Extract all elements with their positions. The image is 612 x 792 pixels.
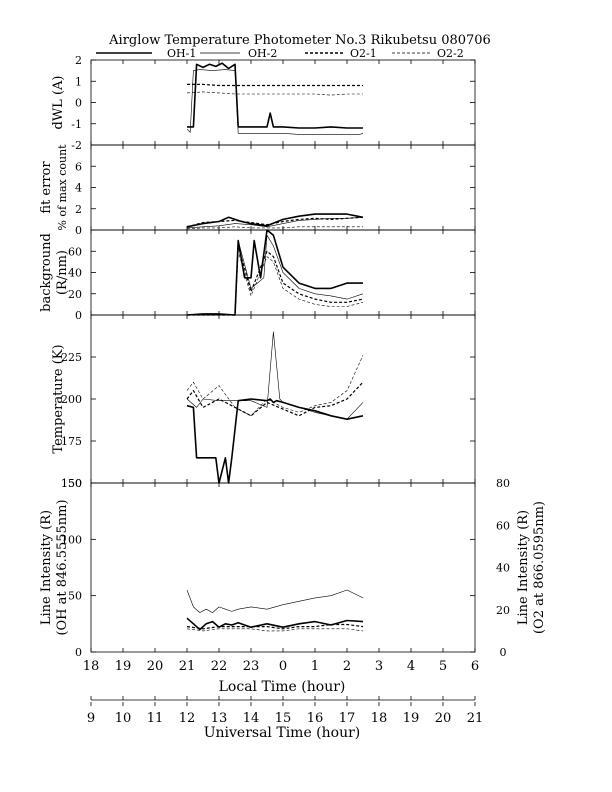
y-tick-label: 40 bbox=[68, 267, 82, 280]
local-tick-label: 6 bbox=[471, 659, 479, 674]
y2-tick-label: 40 bbox=[496, 562, 510, 575]
y-axis-label: Line Intensity (R) bbox=[39, 510, 54, 625]
panel-temperature: 225 200 175 150 Temperature (K) bbox=[51, 314, 476, 490]
legend: OH-1 OH-2 O2-1 O2-2 bbox=[96, 47, 464, 60]
y2-tick-label: 60 bbox=[496, 519, 510, 532]
local-tick-label: 3 bbox=[375, 659, 383, 674]
y-tick-label: 2 bbox=[75, 203, 82, 216]
ut-tick-label: 20 bbox=[435, 711, 452, 726]
series-o22-line bbox=[186, 628, 364, 632]
series-o21-line bbox=[186, 623, 364, 630]
y-tick-label: 0 bbox=[75, 646, 82, 659]
local-tick-label: 19 bbox=[115, 659, 132, 674]
series-o22-line bbox=[186, 226, 363, 230]
series-oh1-line bbox=[186, 617, 364, 631]
y-tick-label: -2 bbox=[71, 139, 82, 152]
y-tick-label: 100 bbox=[61, 533, 82, 546]
local-tick-label: 20 bbox=[147, 659, 164, 674]
series-o22-line bbox=[186, 91, 363, 96]
y-tick-label: 50 bbox=[68, 590, 82, 603]
y-axis-label-2: (OH at 846.5555nm) bbox=[55, 499, 70, 635]
y2-tick-label: 0 bbox=[500, 646, 507, 659]
y-axis-label-2: (R/nm) bbox=[55, 250, 70, 295]
y-tick-label: 1 bbox=[75, 75, 82, 88]
series-o21-line bbox=[187, 245, 364, 316]
y-tick-label: 200 bbox=[61, 393, 82, 406]
series-oh1-line bbox=[186, 213, 364, 228]
panel-frame bbox=[90, 59, 476, 146]
y-tick-label: 60 bbox=[68, 245, 82, 258]
series-o22-line bbox=[186, 355, 364, 417]
ut-tick-label: 19 bbox=[403, 711, 420, 726]
y-tick-label: -1 bbox=[71, 118, 82, 131]
local-tick-label: 21 bbox=[179, 659, 196, 674]
y-axis-label: fit error bbox=[39, 161, 54, 214]
ut-tick-label: 17 bbox=[339, 711, 356, 726]
y2-tick-label: 80 bbox=[496, 477, 510, 490]
y-axis-label-2: % of max count bbox=[56, 144, 69, 231]
panel-frame bbox=[90, 144, 476, 231]
series-oh2-line bbox=[187, 235, 364, 316]
y-tick-label: 150 bbox=[61, 477, 82, 490]
series-o22-line bbox=[187, 251, 364, 316]
local-time-label: Local Time (hour) bbox=[219, 679, 346, 695]
series-oh2-line bbox=[186, 69, 364, 135]
ut-tick-label: 15 bbox=[275, 711, 292, 726]
local-tick-label: 2 bbox=[343, 659, 351, 674]
y-axis-label: background bbox=[39, 233, 54, 312]
local-tick-label: 23 bbox=[243, 659, 260, 674]
x-axes: Local Time (hour) Universal Time (hour) … bbox=[83, 659, 484, 741]
panel-background: 60 40 20 0 background (R/nm) bbox=[39, 229, 476, 322]
y-tick-label: 0 bbox=[75, 224, 82, 237]
y2-tick-label: 20 bbox=[496, 604, 510, 617]
legend-label-o21: O2-1 bbox=[350, 47, 377, 60]
local-tick-label: 5 bbox=[439, 659, 447, 674]
y-tick-label: 0 bbox=[75, 309, 82, 322]
ut-tick-label: 21 bbox=[467, 711, 484, 726]
series-o21-line bbox=[187, 83, 363, 87]
series-oh2-line bbox=[186, 217, 364, 229]
ut-tick-label: 18 bbox=[371, 711, 388, 726]
y-axis-label: dWL (A) bbox=[51, 76, 66, 130]
y-tick-label: 4 bbox=[75, 182, 82, 195]
series-oh2-line bbox=[186, 589, 364, 613]
local-tick-label: 1 bbox=[311, 659, 319, 674]
y2-axis-label: Line Intensity (R) bbox=[516, 510, 531, 625]
local-tick-label: 0 bbox=[279, 659, 287, 674]
y-tick-label: 150 bbox=[61, 477, 82, 490]
local-tick-label: 18 bbox=[83, 659, 100, 674]
legend-label-oh1: OH-1 bbox=[167, 47, 196, 60]
y-tick-label: 225 bbox=[61, 351, 82, 364]
legend-label-oh2: OH-2 bbox=[248, 47, 277, 60]
y-tick-label: 175 bbox=[61, 435, 82, 448]
legend-label-o22: O2-2 bbox=[437, 47, 464, 60]
panel-dwl: 2 1 0 -1 -2 dWL (A) bbox=[51, 54, 476, 152]
local-tick-label: 4 bbox=[407, 659, 415, 674]
panel-fit_error: 6 4 2 0 fit error% of max count bbox=[39, 144, 476, 237]
y-tick-label: 0 bbox=[75, 97, 82, 110]
universal-time-label: Universal Time (hour) bbox=[204, 725, 361, 741]
y-tick-label: 6 bbox=[75, 160, 82, 173]
ut-tick-label: 10 bbox=[115, 711, 132, 726]
panel-frame bbox=[90, 314, 476, 484]
series-o21-line bbox=[186, 381, 364, 417]
y-tick-label: 2 bbox=[75, 54, 82, 67]
series-oh1-line bbox=[186, 398, 364, 484]
y2-axis-label-2: (O2 at 866.0595nm) bbox=[532, 501, 547, 634]
ut-tick-label: 14 bbox=[243, 711, 260, 726]
series-oh2-line bbox=[186, 331, 364, 420]
ut-tick-label: 12 bbox=[179, 711, 196, 726]
series-oh1-line bbox=[187, 62, 363, 129]
ut-tick-label: 9 bbox=[87, 711, 95, 726]
ut-tick-label: 13 bbox=[211, 711, 228, 726]
ut-tick-label: 11 bbox=[147, 711, 164, 726]
chart-title: Airglow Temperature Photometer No.3 Riku… bbox=[108, 33, 491, 48]
y-tick-label: 20 bbox=[68, 288, 82, 301]
local-tick-label: 22 bbox=[211, 659, 228, 674]
ut-tick-label: 16 bbox=[307, 711, 324, 726]
y-axis-label: Temperature (K) bbox=[51, 344, 66, 453]
